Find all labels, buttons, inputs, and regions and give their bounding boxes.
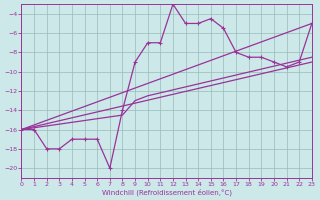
X-axis label: Windchill (Refroidissement éolien,°C): Windchill (Refroidissement éolien,°C) <box>102 188 232 196</box>
